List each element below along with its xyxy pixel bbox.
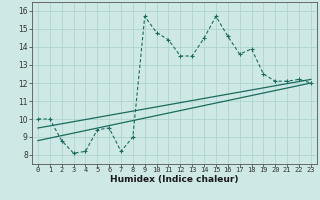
X-axis label: Humidex (Indice chaleur): Humidex (Indice chaleur) [110,175,239,184]
